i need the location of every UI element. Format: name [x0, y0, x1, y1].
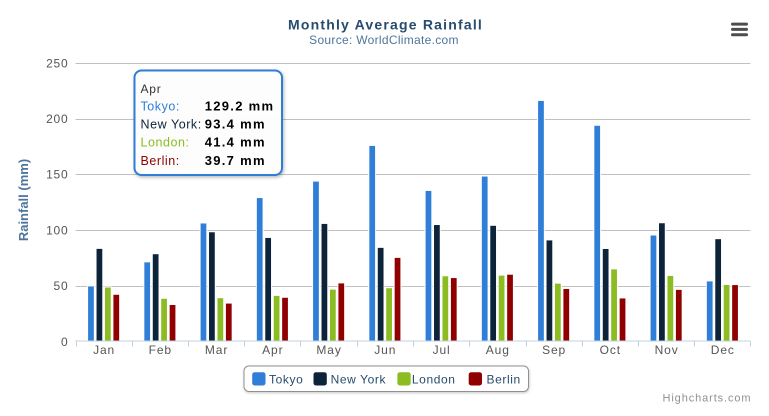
svg-text:Nov: Nov: [655, 343, 679, 357]
svg-text:Highcharts.com: Highcharts.com: [662, 393, 751, 405]
svg-text:Jun: Jun: [374, 343, 396, 357]
svg-text:100: 100: [46, 223, 68, 237]
svg-text:39.7 mm: 39.7 mm: [205, 153, 266, 168]
svg-text:41.4 mm: 41.4 mm: [205, 135, 266, 150]
svg-text:New York:: New York:: [141, 118, 202, 132]
svg-text:Source: WorldClimate.com: Source: WorldClimate.com: [309, 33, 459, 47]
svg-text:Dec: Dec: [711, 343, 735, 357]
svg-text:Tokyo:: Tokyo:: [141, 99, 180, 113]
svg-text:50: 50: [54, 279, 69, 293]
svg-text:Berlin:: Berlin:: [141, 154, 180, 168]
svg-text:Mar: Mar: [205, 343, 228, 357]
svg-text:250: 250: [46, 56, 68, 70]
svg-text:Jan: Jan: [93, 343, 115, 357]
svg-text:Oct: Oct: [600, 343, 621, 357]
svg-text:Apr: Apr: [141, 82, 162, 96]
svg-text:Apr: Apr: [262, 343, 283, 357]
svg-text:London:: London:: [141, 136, 190, 150]
svg-text:129.2 mm: 129.2 mm: [205, 98, 275, 113]
svg-text:Tokyo: Tokyo: [269, 373, 303, 387]
svg-text:150: 150: [46, 168, 68, 182]
svg-text:93.4 mm: 93.4 mm: [205, 117, 266, 132]
svg-text:May: May: [316, 343, 341, 357]
svg-text:0: 0: [61, 335, 68, 349]
svg-text:Monthly Average Rainfall: Monthly Average Rainfall: [288, 17, 483, 33]
svg-text:Sep: Sep: [542, 343, 566, 357]
svg-text:Rainfall (mm): Rainfall (mm): [16, 159, 31, 241]
svg-text:200: 200: [46, 112, 68, 126]
svg-text:Aug: Aug: [486, 343, 510, 357]
svg-text:Berlin: Berlin: [487, 373, 521, 387]
svg-text:New York: New York: [331, 373, 387, 387]
svg-text:Feb: Feb: [149, 343, 172, 357]
svg-text:Jul: Jul: [433, 343, 451, 357]
svg-text:London: London: [412, 373, 456, 387]
